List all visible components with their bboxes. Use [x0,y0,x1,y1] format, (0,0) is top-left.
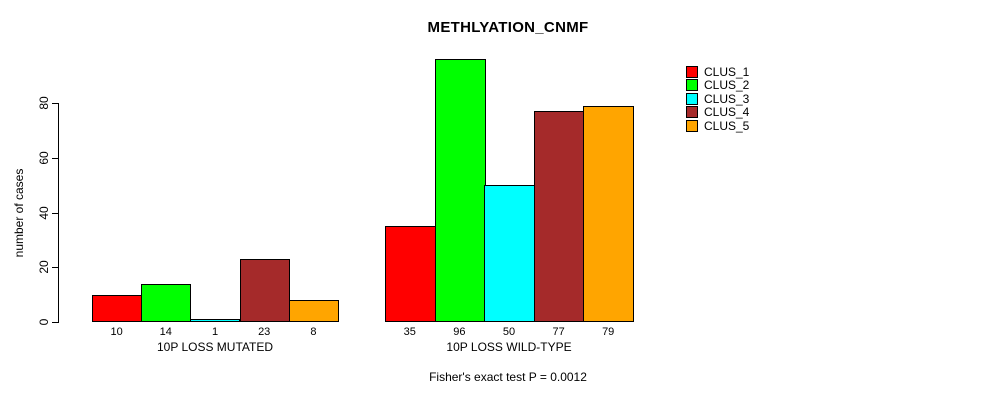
legend-swatch-clus-4 [686,106,698,119]
legend-swatch-clus-5 [686,119,698,132]
y-tick-label: 80 [37,96,51,110]
legend-swatch-clus-1 [686,66,698,78]
bar-clus-5-wild-type [583,106,634,322]
group-label-wild-type: 10P LOSS WILD-TYPE [446,340,572,354]
y-tick-mark [52,267,58,268]
bar-value-label: 96 [453,326,466,338]
y-tick-label: 20 [37,260,51,274]
bar-clus-3-wild-type [484,185,535,322]
y-tick-mark [52,213,58,214]
bar-value-label: 14 [159,326,172,338]
y-tick-label: 0 [37,318,51,326]
legend-label: CLUS_4 [704,105,750,120]
legend-label: CLUS_5 [704,118,750,133]
bar-value-label: 50 [502,326,516,338]
legend-item: CLUS_5 [686,118,750,133]
y-tick-mark [52,103,58,104]
bar-clus-1-wild-type [385,226,436,322]
bar-clus-4-mutated [240,259,290,322]
bar-value-label: 1 [211,326,219,338]
bar-value-label: 10 [110,326,123,338]
legend-item: CLUS_3 [686,91,750,106]
legend-label: CLUS_2 [704,78,750,93]
y-tick-mark [52,322,58,323]
legend: CLUS_1 CLUS_2 CLUS_3 CLUS_4 CLUS_5 [686,66,749,133]
bar-value-label: 77 [552,326,565,338]
bar-value-label: 8 [310,326,317,338]
bar-clus-2-wild-type [435,59,486,322]
y-tick-mark [52,158,58,159]
legend-swatch-clus-2 [686,79,698,92]
bar-clus-4-wild-type [534,111,585,322]
legend-item: CLUS_1 [686,66,749,78]
y-tick-label: 40 [37,206,51,220]
chart-title: METHLYATION_CNMF [427,19,589,36]
legend-swatch-clus-3 [686,92,698,105]
bar-clus-2-mutated [141,284,191,322]
group-label-mutated: 10P LOSS MUTATED [156,340,274,354]
bar-value-label: 23 [258,326,271,338]
y-axis-title: number of cases [12,168,26,258]
y-axis-line [58,103,59,323]
legend-label: CLUS_1 [704,65,750,79]
bar-clus-1-mutated [92,295,142,322]
y-tick-label: 60 [37,151,51,165]
legend-item: CLUS_2 [686,78,750,93]
fisher-test-annotation: Fisher's exact test P = 0.0012 [429,370,587,384]
legend-item: CLUS_4 [686,105,750,120]
bar-value-label: 35 [403,326,416,338]
bar-value-label: 79 [602,326,615,338]
bar-clus-5-mutated [289,300,339,322]
bar-clus-3-mutated [190,319,240,322]
legend-label: CLUS_3 [704,91,750,106]
